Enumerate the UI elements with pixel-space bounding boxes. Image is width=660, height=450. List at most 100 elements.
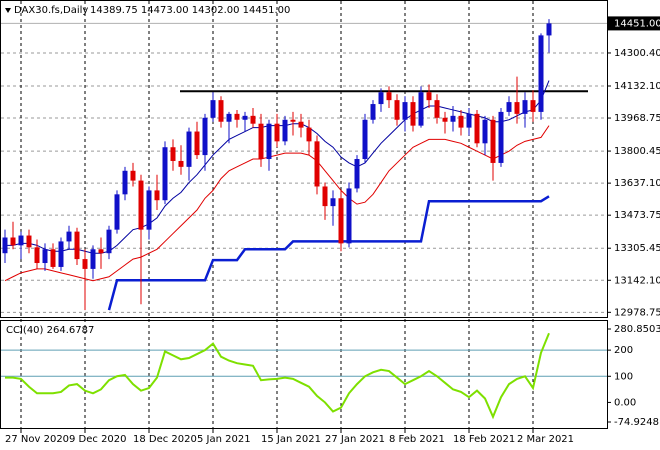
candle-body [186, 131, 192, 167]
candle-body [242, 115, 248, 120]
chart-title: DAX30.fs,Daily [14, 5, 88, 16]
y-tick-label: 13968.75 [614, 113, 660, 124]
candle-body [98, 249, 104, 254]
candle-body [386, 92, 392, 101]
candle-body [170, 147, 176, 161]
candle-body [322, 186, 328, 207]
last-price-label: 14451.00 [614, 18, 660, 29]
candle-body [442, 117, 448, 122]
candle-body [138, 180, 144, 230]
candle-body [482, 119, 488, 144]
x-tick-label: 9 Dec 2020 [69, 434, 127, 445]
candle-body [34, 247, 40, 264]
candle-body [410, 102, 416, 126]
candle-body [10, 237, 16, 246]
candle-body [546, 23, 552, 36]
y-tick-label: 13473.75 [614, 210, 660, 221]
candle-body [354, 159, 360, 189]
candle-body [314, 141, 320, 187]
y-tick-label: 100 [614, 371, 633, 382]
candle-body [450, 115, 456, 122]
indicator-line [107, 195, 550, 311]
candle-body [538, 35, 544, 112]
cci-title: CCI(40) 264.6787 [6, 325, 94, 336]
candle-body [162, 147, 168, 201]
y-tick-label: 13305.45 [614, 243, 660, 254]
x-tick-label: 27 Jan 2021 [325, 434, 385, 445]
x-tick-label: 18 Feb 2021 [453, 434, 515, 445]
candle-body [146, 190, 152, 230]
candle-body [106, 229, 112, 254]
candle-body [330, 198, 336, 207]
candle-body [226, 113, 232, 122]
candle-body [346, 188, 352, 244]
candle-body [338, 198, 344, 244]
cci-panel-frame [0, 320, 608, 429]
candle-body [522, 100, 528, 114]
candle-body [282, 119, 288, 142]
candle-body [66, 231, 72, 242]
candle-body [90, 249, 96, 269]
candle-body [426, 92, 432, 101]
candle-body [362, 119, 368, 160]
indicator-line [5, 80, 550, 254]
x-tick-label: 2 Mar 2021 [517, 434, 574, 445]
candle-body [50, 249, 56, 267]
candle-body [490, 119, 496, 163]
candle-body [434, 100, 440, 118]
candle-body [82, 259, 88, 269]
y-tick-label: 13800.45 [614, 146, 660, 157]
candle-body [250, 115, 256, 124]
x-tick-label: 5 Jan 2021 [197, 434, 251, 445]
candle-body [122, 170, 128, 195]
candle-body [378, 92, 384, 105]
candle-body [506, 102, 512, 112]
candle-body [514, 102, 520, 114]
candle-body [2, 237, 8, 254]
candle-body [394, 100, 400, 120]
x-tick-label: 18 Dec 2020 [133, 434, 197, 445]
x-tick-label: 27 Nov 2020 [5, 434, 69, 445]
y-tick-label: 14300.40 [614, 48, 660, 59]
candle-body [58, 241, 64, 267]
y-tick-label: 14132.10 [614, 81, 660, 92]
candle-body [18, 235, 24, 246]
ohlc-label: 14389.75 14473.00 14302.00 14451.00 [90, 5, 290, 16]
candle-body [306, 127, 312, 142]
candle-body [178, 160, 184, 167]
y-tick-label: 0.00 [614, 397, 636, 408]
x-tick-label: 15 Jan 2021 [261, 434, 321, 445]
candle-body [74, 231, 80, 260]
candle-body [458, 115, 464, 128]
candle-body [266, 123, 272, 160]
candle-body [210, 100, 216, 118]
y-tick-label: 12978.75 [614, 307, 660, 318]
y-tick-label: 13637.10 [614, 178, 660, 189]
main-panel-frame [0, 0, 608, 318]
candle-body [154, 190, 160, 201]
candle-body [218, 100, 224, 122]
candle-body [498, 111, 504, 163]
y-tick-label: 280.8503 [614, 324, 660, 335]
last-price-box [608, 16, 660, 31]
candle-body [370, 104, 376, 120]
candle-body [274, 123, 280, 142]
candle-body [418, 92, 424, 126]
candle-body [202, 117, 208, 156]
candle-body [42, 249, 48, 264]
indicator-line [4, 125, 550, 282]
candle-body [402, 102, 408, 120]
candle-body [114, 194, 120, 230]
candle-body [474, 113, 480, 144]
y-tick-label: -74.9248 [614, 417, 659, 428]
candle-body [466, 113, 472, 128]
title-icon [5, 8, 11, 13]
y-tick-label: 200 [614, 345, 633, 356]
candle-body [258, 123, 264, 160]
x-tick-label: 8 Feb 2021 [389, 434, 445, 445]
candle-body [234, 113, 240, 120]
candle-body [298, 121, 304, 128]
candle-body [290, 119, 296, 122]
y-tick-label: 13142.10 [614, 275, 660, 286]
